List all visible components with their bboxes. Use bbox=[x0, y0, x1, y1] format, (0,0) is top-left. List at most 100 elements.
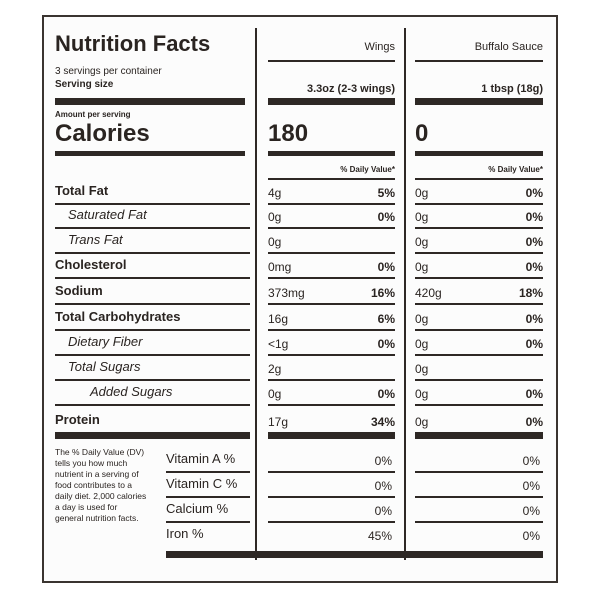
daily-value: 5% bbox=[377, 186, 395, 200]
rule bbox=[415, 432, 543, 439]
rule bbox=[268, 354, 395, 356]
rule bbox=[55, 329, 250, 331]
rule bbox=[268, 303, 395, 305]
rule bbox=[415, 60, 543, 62]
rule bbox=[415, 98, 543, 105]
servings: 3 servings per container bbox=[55, 66, 162, 77]
nutrient-label: Sodium bbox=[55, 283, 103, 298]
daily-value: 0% bbox=[525, 260, 543, 274]
rule bbox=[268, 277, 395, 279]
amount: 0g bbox=[415, 387, 429, 401]
amount: 0g bbox=[415, 210, 429, 224]
rule bbox=[415, 203, 543, 205]
amount: 0g bbox=[415, 260, 429, 274]
amount: <1g bbox=[268, 337, 289, 351]
daily-value: 18% bbox=[518, 286, 543, 300]
vitamin-label: Vitamin A % bbox=[166, 451, 236, 466]
rule bbox=[268, 60, 395, 62]
amount: 2g bbox=[268, 362, 282, 376]
rule bbox=[268, 379, 395, 381]
nutrient-label: Cholesterol bbox=[55, 257, 127, 272]
column-name: Wings bbox=[364, 41, 395, 53]
footnote: The % Daily Value (DV) tells you how muc… bbox=[55, 447, 147, 524]
rule bbox=[55, 277, 250, 279]
amount: 16g bbox=[268, 312, 289, 326]
dv-header: % Daily Value* bbox=[488, 165, 543, 174]
rule bbox=[415, 252, 543, 254]
nutrient-label: Dietary Fiber bbox=[68, 334, 143, 349]
vitamin-value: 0% bbox=[522, 504, 540, 518]
amount: 0g bbox=[415, 312, 429, 326]
daily-value: 16% bbox=[370, 286, 395, 300]
rule bbox=[415, 178, 543, 180]
serving-size: 1 tbsp (18g) bbox=[481, 83, 543, 95]
rule bbox=[166, 521, 250, 523]
amount: 0g bbox=[415, 186, 429, 200]
amount: 4g bbox=[268, 186, 282, 200]
amount: 0g bbox=[268, 235, 282, 249]
rule bbox=[55, 354, 250, 356]
rule bbox=[268, 329, 395, 331]
vitamin-value: 45% bbox=[367, 529, 392, 543]
nutrient-label: Saturated Fat bbox=[68, 207, 147, 222]
nutrient-label: Added Sugars bbox=[90, 384, 173, 399]
rule bbox=[268, 404, 395, 406]
amount: 0g bbox=[415, 415, 429, 429]
rule bbox=[55, 252, 250, 254]
rule bbox=[415, 227, 543, 229]
rule bbox=[268, 98, 395, 105]
daily-value: 0% bbox=[525, 312, 543, 326]
rule bbox=[268, 432, 395, 439]
rule bbox=[415, 354, 543, 356]
vitamin-value: 0% bbox=[374, 504, 392, 518]
dv-header: % Daily Value* bbox=[340, 165, 395, 174]
rule bbox=[415, 277, 543, 279]
rule bbox=[268, 521, 395, 523]
daily-value: 0% bbox=[377, 210, 395, 224]
serving-size: 3.3oz (2-3 wings) bbox=[306, 83, 395, 95]
amount: 17g bbox=[268, 415, 289, 429]
daily-value: 0% bbox=[377, 260, 395, 274]
vitamin-value: 0% bbox=[374, 454, 392, 468]
rule bbox=[55, 227, 250, 229]
column-name: Buffalo Sauce bbox=[474, 41, 543, 53]
amount-per-serving: Amount per serving bbox=[55, 110, 131, 119]
rule bbox=[166, 551, 543, 558]
vitamin-label: Iron % bbox=[166, 526, 204, 541]
rule bbox=[55, 404, 250, 406]
rule bbox=[415, 521, 543, 523]
rule bbox=[415, 471, 543, 473]
rule bbox=[268, 252, 395, 254]
daily-value: 0% bbox=[525, 235, 543, 249]
amount: 0g bbox=[415, 235, 429, 249]
serving-size-label: Serving size bbox=[55, 79, 114, 90]
vitamin-value: 0% bbox=[374, 479, 392, 493]
calories: 0 bbox=[415, 120, 429, 147]
rule bbox=[268, 151, 395, 156]
nutrient-label: Trans Fat bbox=[68, 232, 123, 247]
daily-value: 0% bbox=[377, 337, 395, 351]
title: Nutrition Facts bbox=[55, 31, 211, 56]
vitamin-value: 0% bbox=[522, 479, 540, 493]
rule bbox=[166, 471, 250, 473]
rule bbox=[55, 432, 250, 439]
amount: 0g bbox=[415, 337, 429, 351]
daily-value: 0% bbox=[525, 210, 543, 224]
daily-value: 6% bbox=[377, 312, 395, 326]
rule bbox=[415, 151, 543, 156]
rule bbox=[55, 303, 250, 305]
rule bbox=[255, 28, 257, 560]
daily-value: 0% bbox=[525, 337, 543, 351]
amount: 420g bbox=[415, 286, 442, 300]
daily-value: 0% bbox=[525, 387, 543, 401]
rule bbox=[415, 496, 543, 498]
vitamin-label: Calcium % bbox=[166, 501, 229, 516]
rule bbox=[415, 303, 543, 305]
rule bbox=[415, 379, 543, 381]
rule bbox=[268, 471, 395, 473]
calories-label: Calories bbox=[55, 120, 150, 147]
nutrition-label bbox=[42, 15, 558, 583]
rule bbox=[268, 203, 395, 205]
calories: 180 bbox=[268, 120, 309, 147]
